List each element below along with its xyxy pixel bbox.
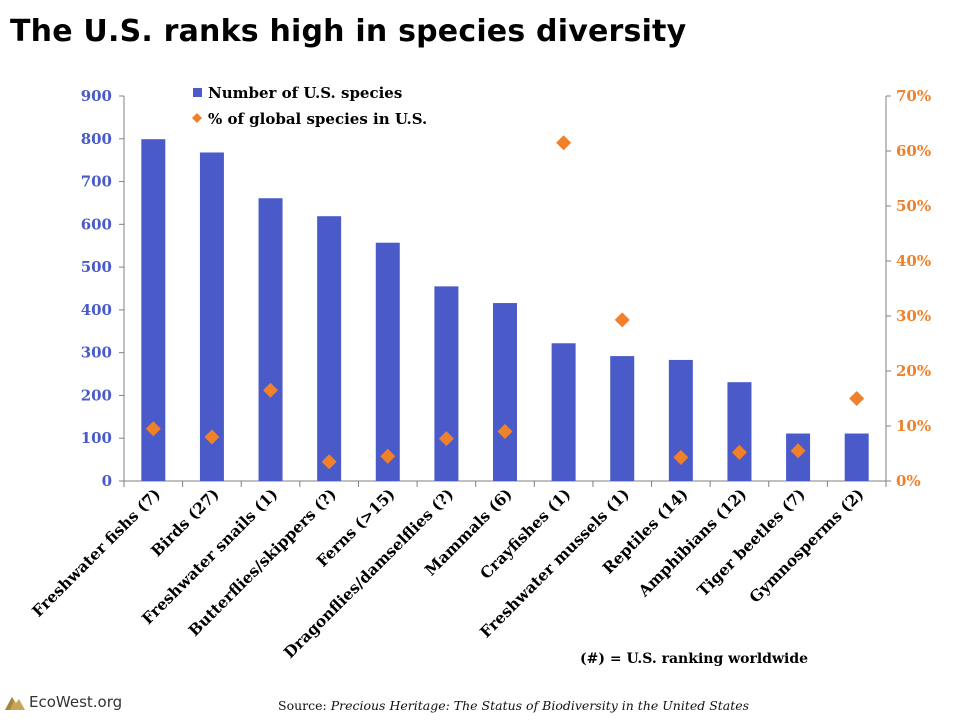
category-label: Tiger beetles (7) [693, 484, 809, 600]
source-prefix: Source: [278, 698, 331, 713]
percent-marker [145, 421, 161, 437]
percent-marker [263, 382, 279, 398]
category-label: Freshwater fishs (7) [28, 484, 164, 620]
right-tick-label: 0% [896, 472, 921, 490]
legend-marker-swatch [192, 113, 202, 123]
bar [610, 356, 635, 481]
left-tick-label: 600 [81, 215, 112, 233]
left-tick-label: 800 [81, 130, 112, 148]
percent-marker [849, 391, 865, 406]
right-tick-label: 50% [896, 197, 931, 215]
bar [375, 242, 400, 481]
logo-icon [5, 697, 25, 710]
bar [258, 198, 283, 481]
legend-bar-swatch [193, 88, 202, 97]
percent-marker [321, 454, 337, 470]
legend-marker-label: % of global species in U.S. [208, 110, 427, 128]
bar [727, 382, 752, 481]
left-tick-label: 200 [81, 386, 112, 404]
source-note: Source: Precious Heritage: The Status of… [278, 698, 749, 713]
percent-marker [614, 312, 630, 328]
right-tick-label: 60% [896, 142, 931, 160]
right-tick-label: 10% [896, 417, 931, 435]
logo: EcoWest.org [4, 693, 122, 711]
chart-title: The U.S. ranks high in species diversity [10, 14, 687, 49]
ranking-note: (#) = U.S. ranking worldwide [580, 651, 809, 667]
percent-marker [438, 431, 454, 447]
category-label: Gymnosperms (2) [745, 484, 867, 606]
left-tick-label: 500 [81, 258, 112, 276]
percent-marker [731, 444, 747, 460]
left-tick-label: 0 [102, 472, 112, 490]
legend-bar-label: Number of U.S. species [208, 84, 402, 102]
logo-text: EcoWest.org [29, 693, 123, 711]
left-tick-label: 900 [81, 87, 112, 105]
percent-marker [556, 135, 572, 151]
right-tick-label: 70% [896, 87, 931, 105]
percent-marker [497, 424, 513, 439]
left-tick-label: 100 [81, 429, 112, 447]
right-tick-label: 40% [896, 252, 931, 270]
bar [317, 216, 342, 481]
right-tick-label: 20% [896, 362, 931, 380]
left-tick-label: 400 [81, 301, 112, 319]
percent-marker [380, 448, 396, 464]
bar [844, 433, 869, 481]
bar [199, 152, 224, 481]
bar [434, 286, 459, 481]
percent-marker [204, 429, 220, 445]
left-tick-label: 300 [81, 344, 112, 362]
category-label: Amphibians (12) [634, 484, 751, 601]
bar [551, 343, 576, 481]
bar [493, 303, 517, 481]
markers [145, 135, 865, 470]
bars [141, 139, 869, 481]
percent-marker [673, 449, 689, 465]
percent-marker [790, 443, 806, 459]
source-title: Precious Heritage: The Status of Biodive… [330, 698, 750, 713]
left-tick-label: 700 [81, 173, 112, 191]
right-tick-label: 30% [896, 307, 931, 325]
legend: Number of U.S. species % of global speci… [192, 84, 427, 128]
